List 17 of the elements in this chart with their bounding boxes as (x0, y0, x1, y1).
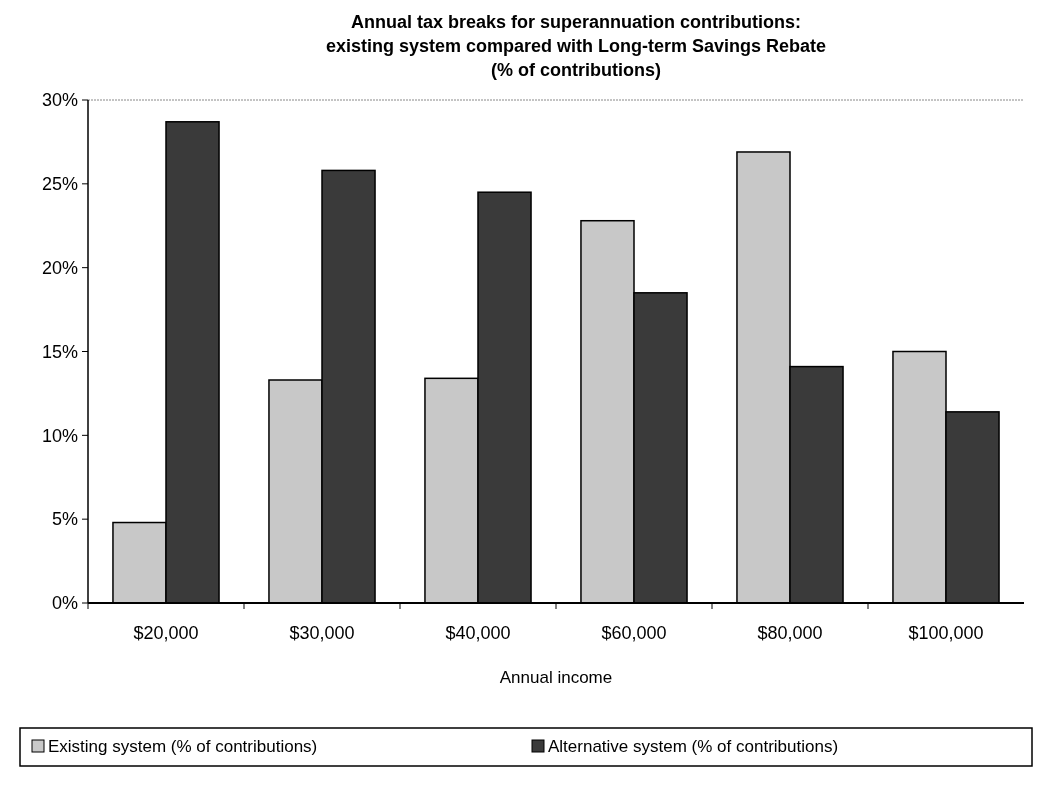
x-axis-title: Annual income (499, 668, 613, 687)
x-tick-label: $40,000 (445, 623, 511, 643)
x-tick-label: $100,000 (908, 623, 984, 643)
y-tick-label: 15% (41, 341, 78, 362)
legend-label: Existing system (% of contributions) (48, 736, 318, 756)
y-tick-label: 5% (51, 509, 78, 530)
x-tick-label: $60,000 (601, 623, 667, 643)
y-tick-label: 20% (41, 257, 78, 278)
x-tick-label: $80,000 (757, 623, 823, 643)
y-tick-label: 10% (41, 425, 78, 446)
x-tick-label: $30,000 (289, 623, 355, 643)
y-tick-label: 25% (41, 174, 78, 195)
legend-label: Alternative system (% of contributions) (548, 736, 839, 756)
x-tick-label: $20,000 (133, 623, 199, 643)
y-tick-label: 0% (51, 593, 78, 614)
y-tick-label: 30% (41, 90, 78, 111)
chart-title: Annual tax breaks for superannuation contributions: existing system compared with Long-term Savings Rebate (% of contributions) (325, 12, 827, 80)
